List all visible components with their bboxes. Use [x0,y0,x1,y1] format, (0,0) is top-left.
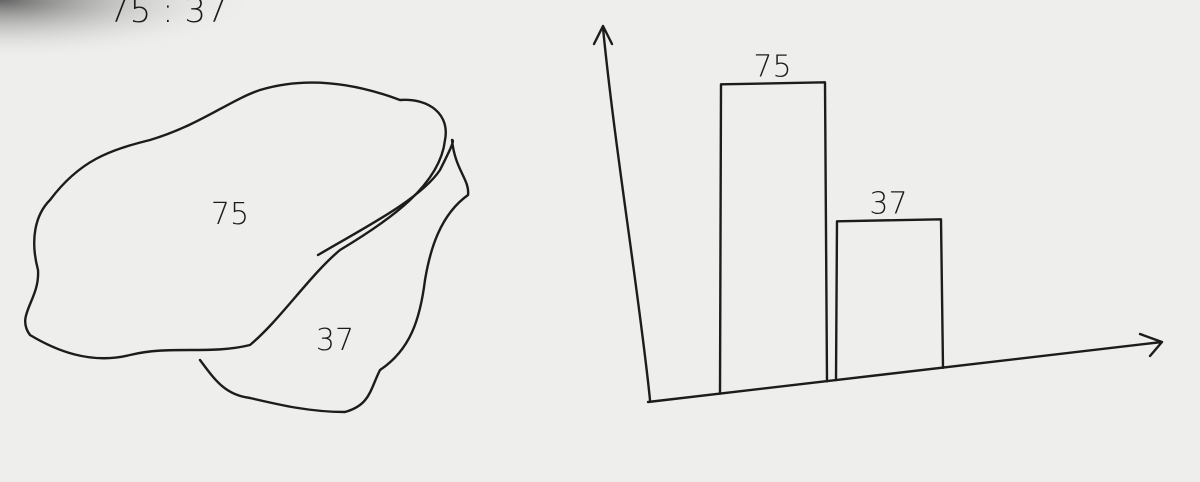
bar-group: 75 37 [718,49,945,395]
shadow [0,0,260,60]
x-axis [646,332,1164,404]
large-blob [24,81,447,360]
small-blob-label: 37 [316,323,354,358]
bar-label: 75 [753,49,791,84]
bar [718,81,829,395]
small-blob [198,138,470,414]
y-axis [592,24,652,402]
bar-label: 37 [869,186,907,221]
large-blob-label: 75 [211,197,249,232]
bar [834,218,945,382]
ratio-text: 75 : 37 [108,0,228,31]
